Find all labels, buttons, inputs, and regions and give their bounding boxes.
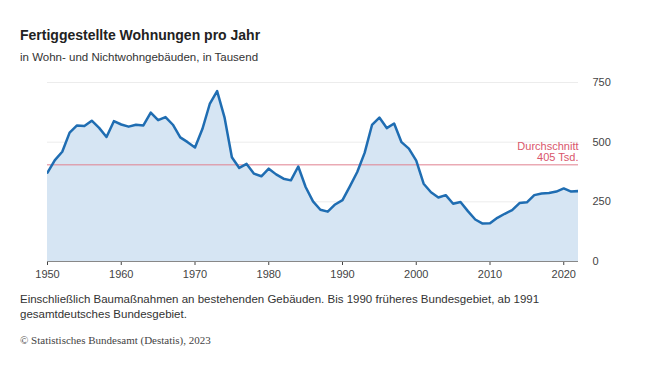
svg-text:250: 250	[593, 195, 611, 207]
svg-text:2000: 2000	[404, 268, 428, 280]
svg-text:2010: 2010	[478, 268, 502, 280]
svg-text:1950: 1950	[35, 268, 59, 280]
svg-text:500: 500	[593, 136, 611, 148]
html-text:Einschließlich Baumaßnahmen an: Einschließlich Baumaßnahmen an bestehend…	[20, 293, 540, 320]
html-text:© Statistisches Bundesamt (Des: © Statistisches Bundesamt (Destatis), 20…	[20, 334, 211, 346]
svg-text:1980: 1980	[257, 268, 281, 280]
html-text:in Wohn- und Nichtwohngebäuden: in Wohn- und Nichtwohngebäuden, in Tause…	[20, 51, 259, 63]
svg-text:Durchschnitt405 Tsd.: Durchschnitt405 Tsd.	[517, 140, 578, 163]
svg-text:2020: 2020	[552, 268, 576, 280]
svg-text:0: 0	[593, 255, 599, 267]
svg-text:1960: 1960	[109, 268, 133, 280]
svg-text:1970: 1970	[183, 268, 207, 280]
svg-text:750: 750	[593, 76, 611, 88]
svg-text:1990: 1990	[330, 268, 354, 280]
html-text:Fertiggestellte Wohnungen pro: Fertiggestellte Wohnungen pro Jahr	[20, 27, 261, 43]
